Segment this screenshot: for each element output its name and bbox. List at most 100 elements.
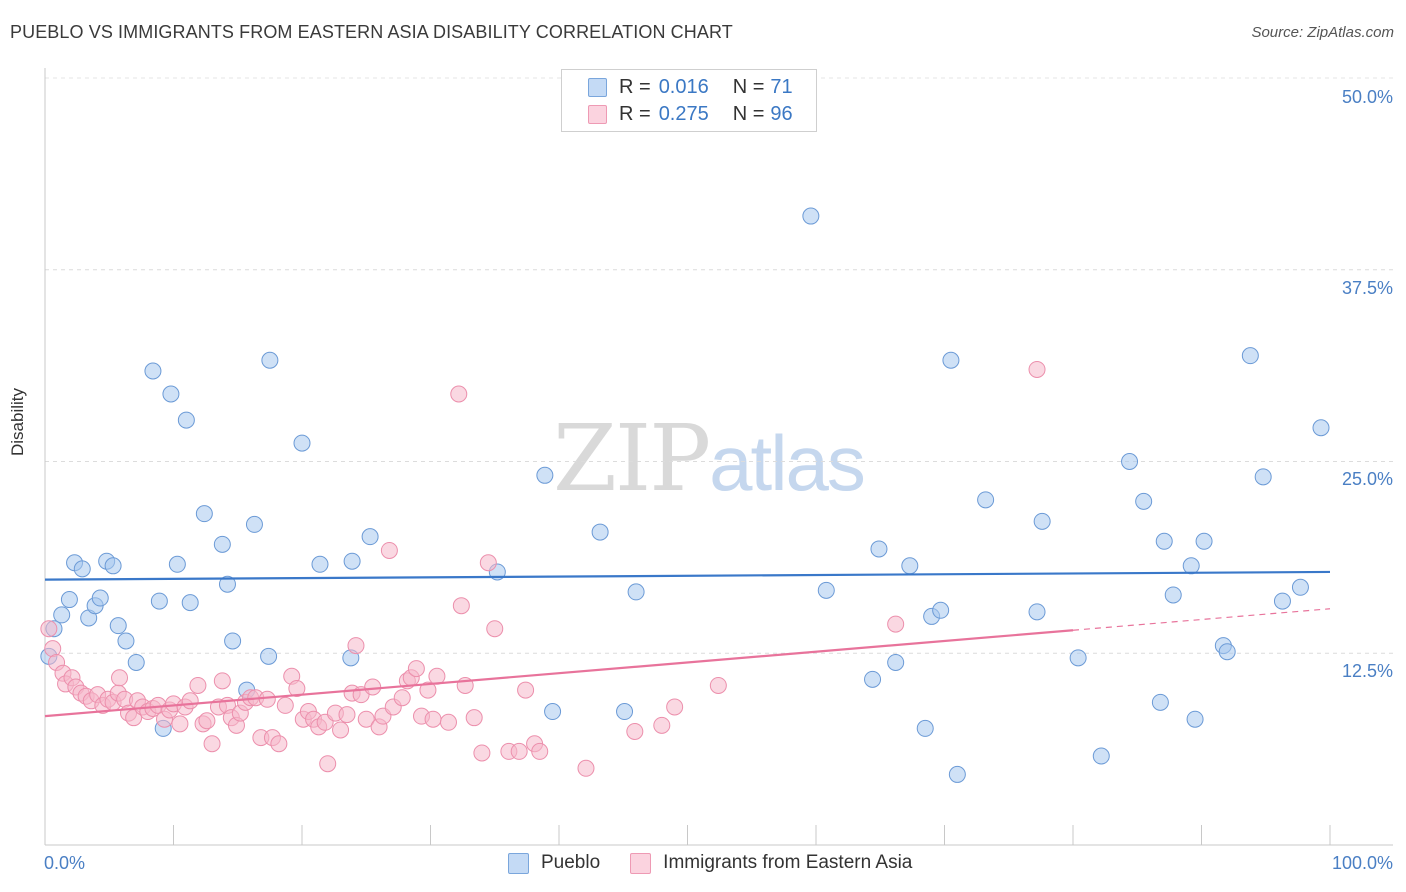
- immigrants-point: [338, 706, 356, 724]
- legend-item-pueblo: Pueblo: [508, 852, 600, 874]
- pueblo-point: [1182, 557, 1200, 575]
- immigrants-point: [171, 715, 189, 733]
- immigrants-legend-swatch: [630, 852, 652, 874]
- pueblo-point: [109, 617, 127, 635]
- pueblo-point: [1033, 512, 1051, 530]
- immigrants-point: [419, 681, 437, 699]
- immigrants-point: [473, 744, 491, 762]
- pueblo-point: [1069, 649, 1087, 667]
- pueblo-point: [627, 583, 645, 601]
- source-credit: Source: ZipAtlas.com: [1251, 24, 1394, 41]
- y-tick-label: 50.0%: [1341, 87, 1393, 107]
- immigrants-swatch: [588, 104, 607, 124]
- pueblo-point: [948, 765, 966, 783]
- chart-title: PUEBLO VS IMMIGRANTS FROM EASTERN ASIA D…: [10, 22, 733, 42]
- immigrants-point: [424, 710, 442, 728]
- immigrants-point: [347, 637, 365, 655]
- pueblo-trend-line: [44, 570, 1331, 581]
- immigrants-point: [450, 385, 468, 403]
- trend-lines: [44, 570, 1331, 718]
- immigrants-point: [465, 709, 483, 727]
- pueblo-point: [260, 647, 278, 665]
- pueblo-point: [802, 207, 820, 225]
- pueblo-point: [144, 362, 162, 380]
- n-label: N =: [732, 75, 765, 98]
- pueblo-point: [361, 528, 379, 546]
- pueblo-point: [1273, 592, 1291, 610]
- pueblo-point: [591, 523, 609, 541]
- immigrants-point: [213, 672, 231, 690]
- immigrants-point: [479, 554, 497, 572]
- n-value: 71: [770, 75, 793, 98]
- pueblo-point: [1164, 586, 1182, 604]
- pueblo-point: [177, 411, 195, 429]
- pueblo-legend-swatch: [508, 852, 529, 874]
- r-value: 0.016: [658, 75, 709, 98]
- pueblo-point: [224, 632, 242, 650]
- pueblo-point: [932, 601, 950, 619]
- pueblo-point: [1312, 419, 1330, 437]
- pueblo-point: [916, 719, 934, 737]
- immigrants-point: [666, 698, 684, 716]
- pueblo-point: [213, 535, 231, 553]
- pueblo-point: [1092, 747, 1110, 765]
- immigrants-point: [258, 690, 276, 708]
- immigrants-point: [203, 735, 221, 753]
- pueblo-swatch: [588, 77, 607, 97]
- pueblo-point: [901, 557, 919, 575]
- immigrants-trend-line: [44, 629, 1074, 718]
- pueblo-point: [195, 505, 213, 523]
- pueblo-point: [117, 632, 135, 650]
- y-tick-label: 25.0%: [1341, 469, 1393, 489]
- r-label: R =: [619, 102, 651, 125]
- immigrants-point: [887, 615, 905, 633]
- immigrants-point: [653, 716, 671, 734]
- immigrants-point: [517, 681, 535, 699]
- pueblo-point: [1151, 693, 1169, 711]
- immigrants-point: [626, 722, 644, 740]
- pueblo-point: [343, 552, 361, 570]
- x-tick-label: 0.0%: [44, 853, 86, 873]
- data-points: [40, 207, 1330, 783]
- pueblo-point: [1186, 710, 1204, 728]
- immigrants-point: [486, 620, 504, 638]
- legend-row-immigrants: R = 0.275 N = 96: [588, 102, 793, 126]
- pueblo-point: [942, 351, 960, 369]
- y-tick-label: 37.5%: [1341, 278, 1393, 298]
- immigrants-point: [198, 712, 216, 730]
- series-legend: Pueblo Immigrants from Eastern Asia: [508, 852, 942, 874]
- pueblo-point: [168, 555, 186, 573]
- pueblo-point: [887, 653, 905, 671]
- immigrants-point: [288, 680, 306, 698]
- pueblo-point: [536, 466, 554, 484]
- pueblo-point: [91, 589, 109, 607]
- immigrants-point: [407, 660, 425, 678]
- immigrants-point: [531, 742, 549, 760]
- legend-row-pueblo: R = 0.016 N = 71: [588, 75, 793, 99]
- pueblo-point: [261, 351, 279, 369]
- immigrants-point: [270, 735, 288, 753]
- r-label: R =: [619, 75, 651, 98]
- pueblo-point: [1254, 468, 1272, 486]
- immigrants-point: [577, 759, 595, 777]
- pueblo-point: [870, 540, 888, 558]
- y-axis-label: Disability: [8, 387, 27, 456]
- pueblo-point: [977, 491, 995, 509]
- immigrants-point: [380, 541, 398, 559]
- pueblo-point: [1155, 532, 1173, 550]
- pueblo-point: [218, 575, 236, 593]
- legend-label: Immigrants from Eastern Asia: [663, 852, 913, 873]
- y-tick-label: 12.5%: [1341, 661, 1393, 681]
- immigrants-point: [439, 713, 457, 731]
- pueblo-point: [1195, 532, 1213, 550]
- pueblo-point: [53, 606, 71, 624]
- immigrants-point: [189, 676, 207, 694]
- pueblo-point: [864, 670, 882, 688]
- pueblo-point: [1135, 492, 1153, 510]
- immigrants-point: [364, 678, 382, 696]
- immigrants-point: [510, 742, 528, 760]
- watermark: ZIPatlas: [553, 405, 866, 512]
- pueblo-point: [293, 434, 311, 452]
- immigrants-point: [319, 755, 337, 773]
- pueblo-point: [1028, 603, 1046, 621]
